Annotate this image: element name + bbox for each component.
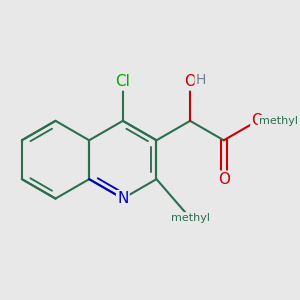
Text: methyl: methyl [171,213,210,223]
Text: O: O [251,113,263,128]
Text: H: H [196,73,206,87]
Text: methyl: methyl [259,116,298,126]
Text: O: O [218,172,230,187]
Text: O: O [184,74,196,89]
Text: N: N [117,191,128,206]
Text: Cl: Cl [116,74,130,89]
